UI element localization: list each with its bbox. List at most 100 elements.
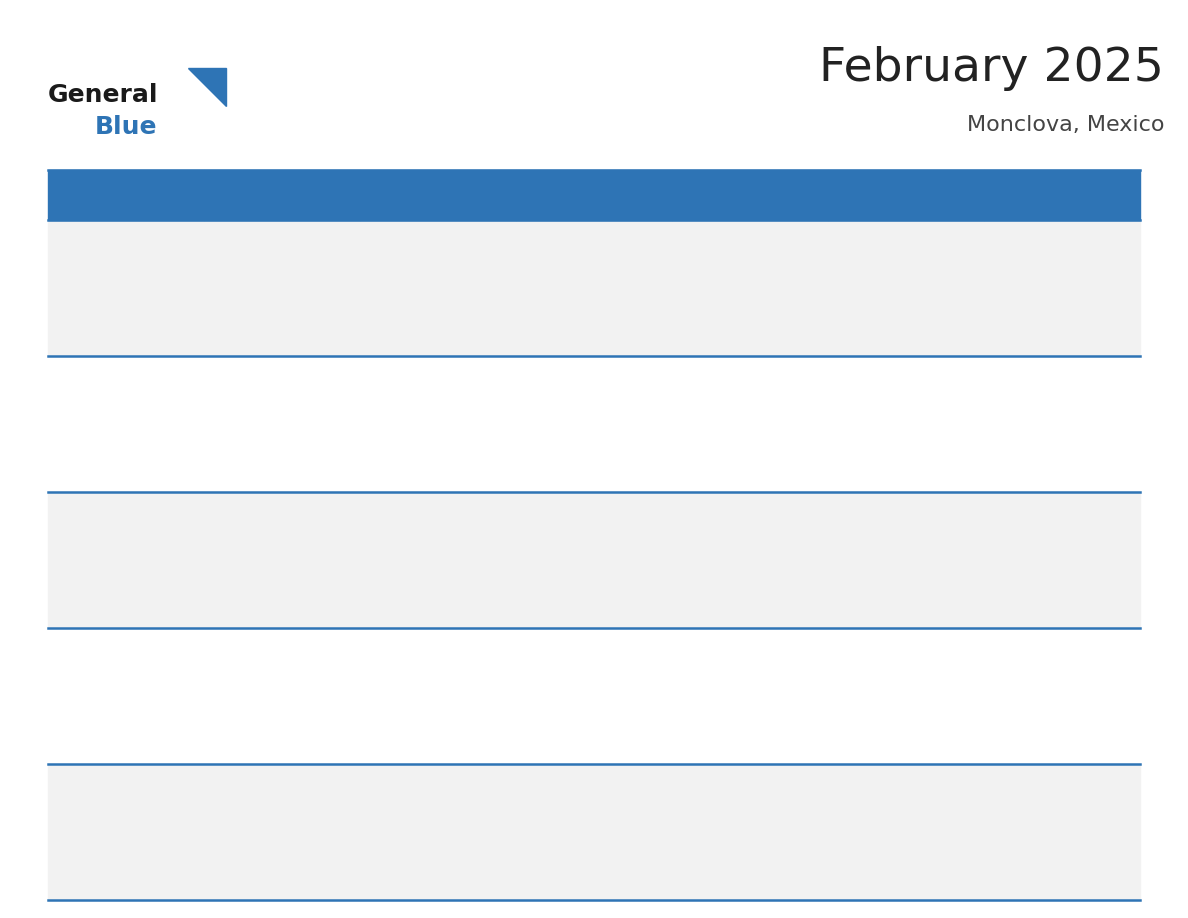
Text: Daylight: 11 hours: Daylight: 11 hours — [681, 708, 786, 718]
Text: 13: 13 — [681, 499, 700, 514]
Text: Sunset: 6:45 PM: Sunset: 6:45 PM — [681, 819, 772, 829]
Text: and 1 minute.: and 1 minute. — [524, 461, 604, 471]
Text: Daylight: 11 hours: Daylight: 11 hours — [993, 436, 1098, 446]
Text: Sunset: 6:34 PM: Sunset: 6:34 PM — [368, 547, 461, 557]
Text: Sunset: 6:43 PM: Sunset: 6:43 PM — [368, 819, 461, 829]
Text: Sunrise: 7:24 AM: Sunrise: 7:24 AM — [524, 522, 621, 532]
Text: Daylight: 11 hours: Daylight: 11 hours — [993, 572, 1098, 582]
Text: Daylight: 11 hours: Daylight: 11 hours — [368, 708, 474, 718]
Text: Friday: Friday — [838, 186, 896, 204]
Text: 26: 26 — [524, 771, 544, 786]
Text: Sunset: 6:36 PM: Sunset: 6:36 PM — [681, 547, 772, 557]
Text: and 35 minutes.: and 35 minutes. — [836, 868, 929, 879]
Text: Daylight: 11 hours: Daylight: 11 hours — [368, 844, 474, 854]
Text: and 6 minutes.: and 6 minutes. — [56, 597, 141, 607]
Text: and 3 minutes.: and 3 minutes. — [836, 461, 922, 471]
Text: Sunset: 6:31 PM: Sunset: 6:31 PM — [836, 411, 929, 421]
Text: Sunset: 6:42 PM: Sunset: 6:42 PM — [56, 819, 148, 829]
Text: Sunrise: 7:23 AM: Sunrise: 7:23 AM — [681, 522, 777, 532]
Text: Sunset: 6:37 PM: Sunset: 6:37 PM — [993, 547, 1085, 557]
Text: and 19 minutes.: and 19 minutes. — [368, 733, 461, 743]
Text: Daylight: 10 hours: Daylight: 10 hours — [211, 436, 317, 446]
Text: General: General — [48, 83, 158, 106]
Text: Sunset: 6:38 PM: Sunset: 6:38 PM — [56, 683, 148, 693]
Text: and 31 minutes.: and 31 minutes. — [524, 868, 617, 879]
Text: Sunset: 6:28 PM: Sunset: 6:28 PM — [211, 411, 304, 421]
Text: and 33 minutes.: and 33 minutes. — [681, 868, 773, 879]
Text: Sunrise: 7:15 AM: Sunrise: 7:15 AM — [56, 794, 153, 804]
Text: 25: 25 — [368, 771, 387, 786]
Text: Sunrise: 7:27 AM: Sunrise: 7:27 AM — [836, 386, 934, 397]
Text: Sunset: 6:40 PM: Sunset: 6:40 PM — [524, 683, 617, 693]
Text: Sunrise: 7:17 AM: Sunrise: 7:17 AM — [836, 658, 934, 668]
Text: and 24 minutes.: and 24 minutes. — [836, 733, 929, 743]
Text: 4: 4 — [368, 364, 378, 378]
Text: and 5 minutes.: and 5 minutes. — [993, 461, 1079, 471]
Text: and 9 minutes.: and 9 minutes. — [368, 597, 454, 607]
Text: Sunset: 6:27 PM: Sunset: 6:27 PM — [993, 275, 1085, 285]
Text: Sunset: 6:44 PM: Sunset: 6:44 PM — [524, 819, 617, 829]
Text: Sunrise: 7:11 AM: Sunrise: 7:11 AM — [681, 794, 777, 804]
Text: Sunset: 6:40 PM: Sunset: 6:40 PM — [681, 683, 772, 693]
Text: Daylight: 11 hours: Daylight: 11 hours — [524, 708, 630, 718]
Text: 8: 8 — [993, 364, 1003, 378]
Text: and 8 minutes.: and 8 minutes. — [211, 597, 298, 607]
Text: Monclova, Mexico: Monclova, Mexico — [967, 115, 1164, 135]
Text: and 22 minutes.: and 22 minutes. — [681, 733, 773, 743]
Text: Sunrise: 7:22 AM: Sunrise: 7:22 AM — [993, 522, 1089, 532]
Text: and 15 minutes.: and 15 minutes. — [993, 597, 1086, 607]
Text: Sunset: 6:29 PM: Sunset: 6:29 PM — [368, 411, 461, 421]
Text: and 30 minutes.: and 30 minutes. — [368, 868, 461, 879]
Text: 15: 15 — [993, 499, 1012, 514]
Text: Sunset: 6:28 PM: Sunset: 6:28 PM — [56, 411, 148, 421]
Text: 16: 16 — [56, 635, 75, 650]
Text: 6: 6 — [681, 364, 690, 378]
Text: and 16 minutes.: and 16 minutes. — [56, 733, 148, 743]
Text: and 12 minutes.: and 12 minutes. — [681, 597, 773, 607]
Text: 9: 9 — [56, 499, 65, 514]
Text: Daylight: 11 hours: Daylight: 11 hours — [524, 844, 630, 854]
Text: Sunset: 6:33 PM: Sunset: 6:33 PM — [56, 547, 148, 557]
Text: Wednesday: Wednesday — [525, 186, 633, 204]
Text: Daylight: 10 hours: Daylight: 10 hours — [993, 300, 1098, 310]
Text: and 56 minutes.: and 56 minutes. — [993, 325, 1086, 335]
Text: Sunrise: 7:10 AM: Sunrise: 7:10 AM — [836, 794, 934, 804]
Text: Tuesday: Tuesday — [369, 186, 446, 204]
Text: Daylight: 11 hours: Daylight: 11 hours — [681, 436, 786, 446]
Text: Thursday: Thursday — [682, 186, 767, 204]
Text: Daylight: 11 hours: Daylight: 11 hours — [836, 844, 942, 854]
Text: Sunset: 6:45 PM: Sunset: 6:45 PM — [836, 819, 929, 829]
Text: Sunrise: 7:27 AM: Sunrise: 7:27 AM — [993, 386, 1089, 397]
Text: Sunset: 6:42 PM: Sunset: 6:42 PM — [993, 683, 1085, 693]
Text: and 13 minutes.: and 13 minutes. — [836, 597, 929, 607]
Text: and 27 minutes.: and 27 minutes. — [56, 868, 148, 879]
Text: Daylight: 11 hours: Daylight: 11 hours — [836, 708, 942, 718]
Text: Sunrise: 7:30 AM: Sunrise: 7:30 AM — [211, 386, 309, 397]
Text: 14: 14 — [836, 499, 855, 514]
Text: and 21 minutes.: and 21 minutes. — [524, 733, 617, 743]
Text: Sunrise: 7:29 AM: Sunrise: 7:29 AM — [368, 386, 465, 397]
Text: 20: 20 — [681, 635, 700, 650]
Text: 28: 28 — [836, 771, 855, 786]
Text: 24: 24 — [211, 771, 232, 786]
Text: Daylight: 11 hours: Daylight: 11 hours — [368, 572, 474, 582]
Text: 23: 23 — [56, 771, 75, 786]
Text: Sunrise: 7:25 AM: Sunrise: 7:25 AM — [211, 522, 309, 532]
Text: Daylight: 11 hours: Daylight: 11 hours — [993, 708, 1098, 718]
Text: Blue: Blue — [95, 115, 158, 139]
Text: Sunrise: 7:26 AM: Sunrise: 7:26 AM — [56, 522, 152, 532]
Text: Sunrise: 7:31 AM: Sunrise: 7:31 AM — [993, 251, 1089, 261]
Text: Sunset: 6:32 PM: Sunset: 6:32 PM — [993, 411, 1085, 421]
Text: Sunrise: 7:12 AM: Sunrise: 7:12 AM — [524, 794, 621, 804]
Text: Sunrise: 7:22 AM: Sunrise: 7:22 AM — [836, 522, 934, 532]
Text: Sunrise: 7:14 AM: Sunrise: 7:14 AM — [211, 794, 309, 804]
Text: February 2025: February 2025 — [820, 46, 1164, 91]
Text: Daylight: 11 hours: Daylight: 11 hours — [211, 844, 317, 854]
Text: Sunday: Sunday — [57, 186, 126, 204]
Text: 12: 12 — [524, 499, 543, 514]
Text: Saturday: Saturday — [994, 186, 1079, 204]
Text: Daylight: 10 hours: Daylight: 10 hours — [56, 436, 162, 446]
Text: Sunrise: 7:21 AM: Sunrise: 7:21 AM — [56, 658, 153, 668]
Text: Sunrise: 7:18 AM: Sunrise: 7:18 AM — [681, 658, 777, 668]
Text: Sunrise: 7:28 AM: Sunrise: 7:28 AM — [681, 386, 777, 397]
